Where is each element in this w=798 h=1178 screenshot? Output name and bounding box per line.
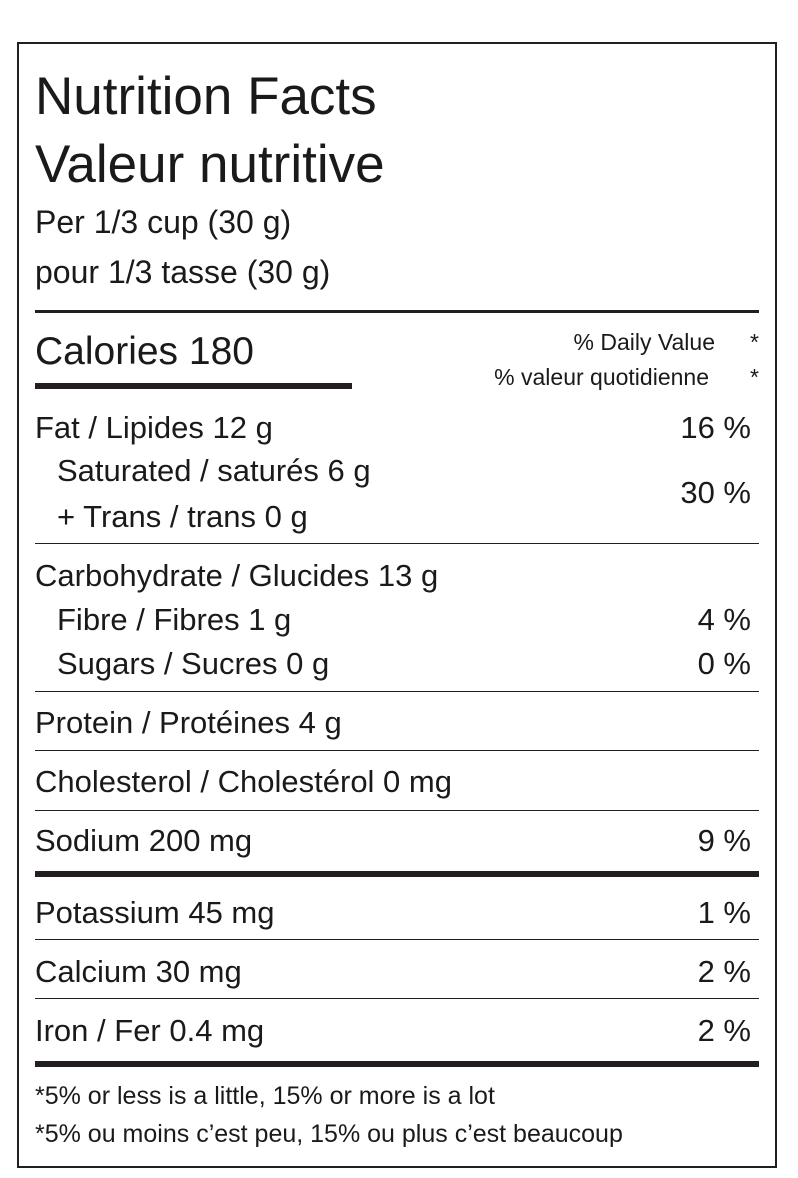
daily-value-en: % Daily Value — [573, 329, 715, 355]
divider — [35, 750, 759, 751]
daily-value-fr: % valeur quotidienne — [494, 364, 709, 390]
footnote-fr: *5% ou moins c’est peu, 15% ou plus c’es… — [35, 1120, 623, 1148]
sodium-pct: 9 % — [697, 823, 751, 858]
sat-trans-pct: 30 % — [680, 475, 751, 510]
divider-thick — [35, 871, 759, 877]
fibre-label: Fibre / Fibres 1 g — [57, 602, 292, 637]
divider — [35, 310, 759, 313]
asterisk-icon: * — [750, 329, 759, 355]
divider-thick — [35, 1061, 759, 1067]
calcium-pct: 2 % — [697, 954, 751, 989]
saturated-label: Saturated / saturés 6 g — [57, 453, 371, 488]
serving-size-fr: pour 1/3 tasse (30 g) — [35, 254, 331, 290]
divider — [35, 543, 759, 544]
iron-pct: 2 % — [697, 1013, 751, 1048]
divider — [35, 810, 759, 811]
potassium-pct: 1 % — [697, 895, 751, 930]
sodium-label: Sodium 200 mg — [35, 823, 253, 858]
sugars-pct: 0 % — [697, 646, 751, 681]
protein-label: Protein / Protéines 4 g — [35, 705, 342, 740]
calories: Calories 180 — [35, 330, 254, 373]
potassium-label: Potassium 45 mg — [35, 895, 275, 930]
divider — [35, 939, 759, 940]
serving-size-en: Per 1/3 cup (30 g) — [35, 204, 292, 240]
title-fr: Valeur nutritive — [35, 135, 385, 194]
divider — [35, 691, 759, 692]
footnote-en: *5% or less is a little, 15% or more is … — [35, 1082, 495, 1110]
divider — [35, 998, 759, 999]
sugars-label: Sugars / Sucres 0 g — [57, 646, 330, 681]
calcium-label: Calcium 30 mg — [35, 954, 242, 989]
fibre-pct: 4 % — [697, 602, 751, 637]
calories-underline — [35, 383, 352, 389]
iron-label: Iron / Fer 0.4 mg — [35, 1013, 265, 1048]
fat-pct: 16 % — [680, 410, 751, 445]
nutrition-facts-label: Nutrition Facts Valeur nutritive Per 1/3… — [17, 42, 777, 1168]
asterisk-icon: * — [750, 364, 759, 390]
carb-label: Carbohydrate / Glucides 13 g — [35, 558, 439, 593]
title-en: Nutrition Facts — [35, 67, 377, 126]
cholesterol-label: Cholesterol / Cholestérol 0 mg — [35, 764, 452, 799]
fat-label: Fat / Lipides 12 g — [35, 410, 273, 445]
trans-label: + Trans / trans 0 g — [57, 499, 308, 534]
